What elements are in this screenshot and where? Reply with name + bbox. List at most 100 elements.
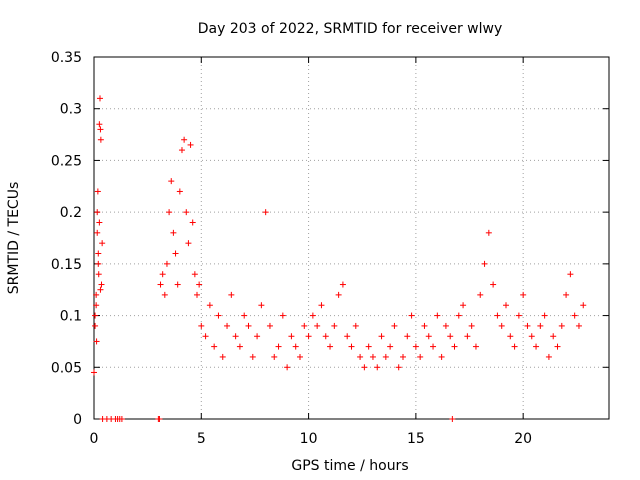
data-point (236, 343, 243, 350)
y-tick-label: 0.3 (60, 102, 82, 118)
data-point (515, 312, 522, 319)
data-point (494, 312, 501, 319)
data-point (163, 260, 170, 267)
y-axis-label: SRMTID / TECUs (6, 182, 22, 295)
data-point (219, 353, 226, 360)
data-point (206, 302, 213, 309)
data-point (92, 312, 99, 319)
data-point (94, 188, 101, 195)
data-point (391, 322, 398, 329)
data-point (202, 333, 209, 340)
x-tick-label: 5 (197, 431, 206, 447)
data-point (254, 333, 261, 340)
data-point (271, 353, 278, 360)
data-point (503, 302, 509, 309)
data-point (198, 322, 205, 329)
data-point (361, 364, 368, 371)
data-point (91, 369, 97, 376)
data-point (95, 250, 102, 257)
data-point (528, 333, 535, 340)
data-point (498, 322, 505, 329)
data-point (196, 281, 203, 288)
data-point (96, 219, 103, 226)
y-tick-label: 0 (73, 412, 82, 428)
data-point (442, 322, 449, 329)
data-point (464, 333, 471, 340)
data-point (97, 126, 104, 133)
data-point (575, 322, 582, 329)
data-point (571, 312, 578, 319)
data-point (279, 312, 286, 319)
data-point (161, 291, 168, 298)
data-point (215, 312, 222, 319)
data-point (327, 343, 334, 350)
x-tick-label: 10 (300, 431, 318, 447)
data-point (511, 343, 518, 350)
data-point (438, 353, 445, 360)
plot-frame (93, 56, 610, 420)
data-point (94, 209, 101, 216)
data-point (580, 302, 587, 309)
data-point (477, 291, 484, 298)
data-point (348, 343, 355, 350)
data-point (490, 281, 497, 288)
data-point (455, 312, 462, 319)
data-point (168, 178, 175, 185)
data-point (322, 333, 329, 340)
data-point (425, 333, 432, 340)
data-point (541, 312, 548, 319)
data-point (567, 271, 574, 278)
data-point (537, 322, 544, 329)
data-point (170, 229, 177, 236)
data-point (297, 353, 303, 360)
data-point (533, 343, 540, 350)
data-point (189, 219, 196, 226)
data-point (166, 209, 173, 216)
data-point (408, 312, 415, 319)
data-point (434, 312, 441, 319)
data-point (554, 343, 561, 350)
data-point (249, 353, 256, 360)
data-point (374, 364, 381, 371)
x-axis-label: GPS time / hours (291, 458, 408, 474)
data-point (178, 147, 185, 154)
data-point (369, 353, 376, 360)
x-tick-label: 0 (90, 431, 99, 447)
data-point (99, 240, 106, 247)
data-point (447, 333, 454, 340)
data-point (174, 281, 181, 288)
data-point (284, 364, 291, 371)
y-tick-label: 0.25 (51, 153, 82, 169)
data-point (97, 95, 104, 102)
data-point (288, 333, 295, 340)
data-point (98, 281, 105, 288)
data-point (92, 322, 99, 329)
data-point (159, 271, 166, 278)
data-point (96, 121, 103, 128)
data-point (331, 322, 338, 329)
data-point (245, 322, 252, 329)
data-point (93, 302, 100, 309)
data-point (262, 209, 269, 216)
data-point (472, 343, 479, 350)
data-point (449, 416, 456, 422)
data-point (95, 260, 102, 267)
data-point (430, 343, 437, 350)
data-point (460, 302, 467, 309)
data-point (93, 338, 100, 345)
axis-ticks: 0 0.05 0.1 0.15 0.2 0.25 0.3 0.35 0 5 10 15 20 (51, 50, 609, 447)
data-point (412, 343, 419, 350)
data-point (183, 209, 190, 216)
data-point (520, 291, 527, 298)
data-point (266, 322, 273, 329)
y-tick-label: 0.05 (51, 360, 82, 376)
data-point (97, 286, 104, 293)
data-point (344, 333, 351, 340)
grid-lines (94, 57, 609, 419)
data-point (558, 322, 565, 329)
data-point (258, 302, 265, 309)
data-point (305, 333, 312, 340)
data-point (314, 322, 321, 329)
y-tick-label: 0.15 (51, 257, 82, 273)
